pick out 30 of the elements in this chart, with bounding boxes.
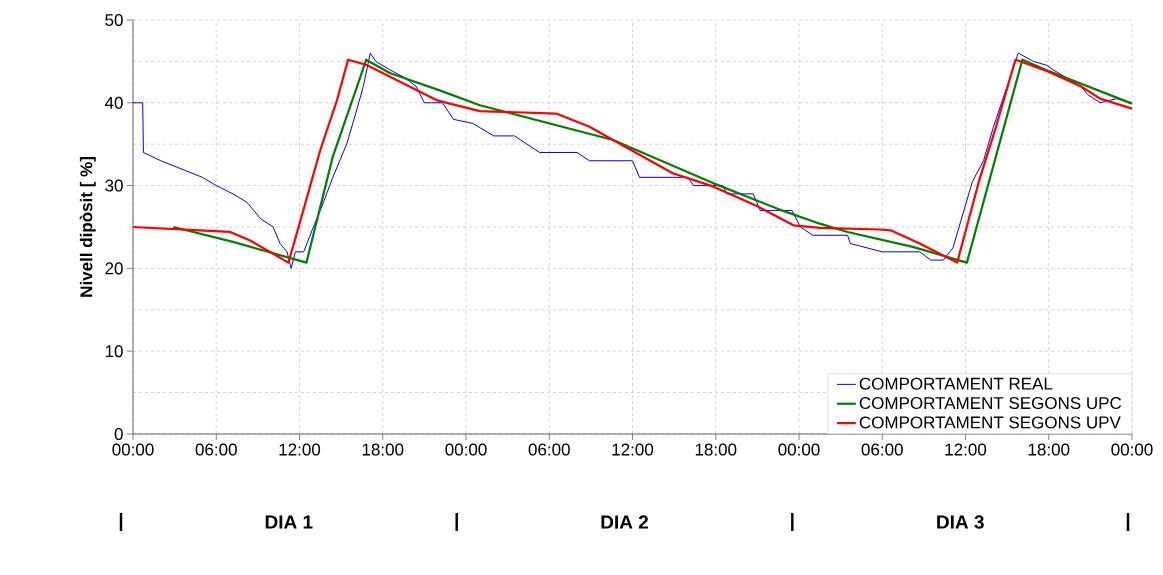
y-tick-label: 30: [105, 179, 123, 192]
x-tick-label: 00:00: [112, 443, 154, 456]
x-tick-label: 12:00: [279, 443, 321, 456]
text: |: [1126, 512, 1130, 531]
x-tick-label: 00:00: [445, 443, 487, 456]
x-tick-label: 18:00: [362, 443, 404, 456]
y-tick-label: 40: [104, 96, 123, 109]
x-tick-label: 06:00: [861, 443, 903, 456]
legend-label: COMPORTAMENT SEGONS UPV: [859, 416, 1121, 429]
x-tick-label: 06:00: [195, 443, 237, 456]
text: |: [119, 512, 123, 531]
legend-label: COMPORTAMENT SEGONS UPC: [859, 397, 1122, 410]
y-tick-label: 50: [105, 13, 123, 27]
y-axis-title: Nivell dipòsit [ %]: [79, 157, 96, 297]
x-tick-label: 12:00: [612, 443, 654, 456]
y-tick-label: 20: [105, 262, 123, 275]
legend-label: COMPORTAMENT REAL: [859, 377, 1053, 390]
x-tick-label: 00:00: [778, 443, 820, 456]
x-tick-label: 06:00: [528, 443, 570, 456]
y-tick-label: 0: [114, 427, 123, 441]
text: |: [455, 512, 458, 531]
text: DIA 2: [601, 515, 648, 529]
y-tick-label: 10: [105, 345, 123, 358]
x-tick-label: 18:00: [695, 443, 737, 456]
text: |: [791, 512, 794, 531]
text: DIA 1: [265, 515, 313, 529]
text: DIA 3: [937, 515, 984, 529]
x-tick-label: 12:00: [945, 443, 987, 456]
x-tick-label: 18:00: [1028, 443, 1070, 456]
x-tick-label: 00:00: [1111, 443, 1153, 456]
